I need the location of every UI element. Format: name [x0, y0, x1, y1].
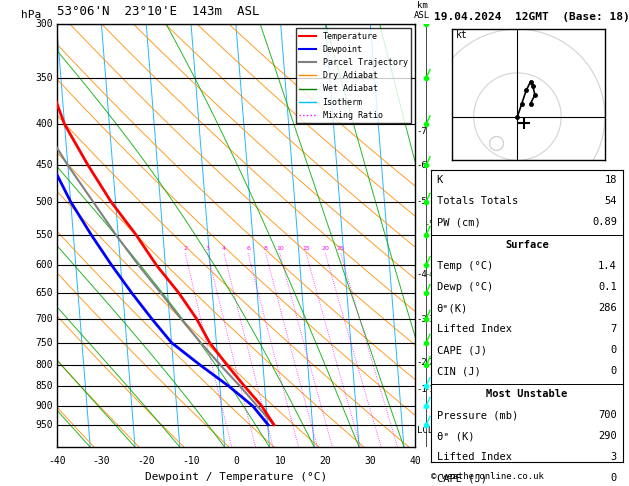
Text: 750: 750 — [35, 338, 53, 347]
Text: 3: 3 — [611, 452, 617, 463]
Text: 0: 0 — [233, 455, 239, 466]
Text: -4: -4 — [424, 270, 434, 279]
Text: 950: 950 — [35, 420, 53, 430]
Text: Pressure (mb): Pressure (mb) — [437, 411, 518, 420]
Text: 30: 30 — [364, 455, 376, 466]
Text: PW (cm): PW (cm) — [437, 217, 481, 227]
Text: -2: -2 — [417, 358, 428, 367]
Text: © weatheronline.co.uk: © weatheronline.co.uk — [431, 472, 543, 481]
Text: -1: -1 — [424, 385, 434, 394]
Text: 850: 850 — [35, 381, 53, 391]
Text: 20: 20 — [321, 246, 330, 251]
Text: CIN (J): CIN (J) — [437, 366, 481, 376]
Text: LCL: LCL — [417, 426, 433, 435]
Text: hPa: hPa — [21, 10, 42, 20]
Text: 3: 3 — [206, 246, 209, 251]
Text: 0: 0 — [611, 346, 617, 355]
Text: -40: -40 — [48, 455, 65, 466]
Text: -4: -4 — [417, 270, 428, 279]
Text: 700: 700 — [598, 411, 617, 420]
Text: 4: 4 — [222, 246, 226, 251]
Text: Dewp (°C): Dewp (°C) — [437, 282, 493, 293]
Text: 290: 290 — [598, 432, 617, 441]
Text: Most Unstable: Most Unstable — [486, 389, 567, 399]
Text: 0.1: 0.1 — [598, 282, 617, 293]
Text: CAPE (J): CAPE (J) — [437, 346, 487, 355]
Text: 19.04.2024  12GMT  (Base: 18): 19.04.2024 12GMT (Base: 18) — [433, 12, 629, 22]
Text: 0.89: 0.89 — [592, 217, 617, 227]
Text: 54: 54 — [604, 196, 617, 206]
Text: Lifted Index: Lifted Index — [437, 452, 511, 463]
Text: 0: 0 — [611, 473, 617, 484]
Text: -6: -6 — [417, 161, 428, 170]
Text: Lifted Index: Lifted Index — [437, 324, 511, 334]
Text: -10: -10 — [182, 455, 200, 466]
Text: -5: -5 — [424, 220, 434, 229]
Text: 40: 40 — [409, 455, 421, 466]
Text: 18: 18 — [604, 175, 617, 185]
Text: 8: 8 — [264, 246, 268, 251]
Text: -3: -3 — [424, 315, 434, 324]
Text: θᵉ(K): θᵉ(K) — [437, 303, 468, 313]
Text: 25: 25 — [337, 246, 345, 251]
Text: 550: 550 — [35, 230, 53, 240]
Text: 15: 15 — [302, 246, 310, 251]
Text: 0: 0 — [611, 366, 617, 376]
Text: 400: 400 — [35, 119, 53, 129]
Text: -7: -7 — [417, 127, 428, 136]
Text: Surface: Surface — [505, 241, 548, 250]
Text: -2: -2 — [424, 358, 434, 367]
Text: 6: 6 — [246, 246, 250, 251]
Text: 300: 300 — [35, 19, 53, 29]
Text: 20: 20 — [320, 455, 331, 466]
Text: kt: kt — [456, 30, 468, 40]
Text: 600: 600 — [35, 260, 53, 270]
Text: 1.4: 1.4 — [598, 261, 617, 271]
Text: -3: -3 — [417, 315, 428, 324]
Text: 450: 450 — [35, 160, 53, 170]
Text: 53°06'N  23°10'E  143m  ASL: 53°06'N 23°10'E 143m ASL — [57, 5, 259, 18]
Text: km
ASL: km ASL — [415, 0, 430, 20]
Text: 900: 900 — [35, 401, 53, 411]
Text: 10: 10 — [276, 246, 284, 251]
Text: -1: -1 — [417, 385, 428, 394]
Text: -20: -20 — [137, 455, 155, 466]
Text: Temp (°C): Temp (°C) — [437, 261, 493, 271]
Text: 500: 500 — [35, 197, 53, 207]
Text: 700: 700 — [35, 313, 53, 324]
Text: 350: 350 — [35, 73, 53, 83]
Text: 650: 650 — [35, 288, 53, 298]
Text: Dewpoint / Temperature (°C): Dewpoint / Temperature (°C) — [145, 472, 327, 483]
Text: 7: 7 — [611, 324, 617, 334]
Text: 800: 800 — [35, 360, 53, 370]
Text: CAPE (J): CAPE (J) — [437, 473, 487, 484]
Text: -30: -30 — [92, 455, 110, 466]
Legend: Temperature, Dewpoint, Parcel Trajectory, Dry Adiabat, Wet Adiabat, Isotherm, Mi: Temperature, Dewpoint, Parcel Trajectory… — [296, 29, 411, 123]
Text: -5: -5 — [417, 197, 428, 206]
Text: θᵉ (K): θᵉ (K) — [437, 432, 474, 441]
Text: Mixing Ratio (g/kg): Mixing Ratio (g/kg) — [434, 185, 443, 287]
Text: Totals Totals: Totals Totals — [437, 196, 518, 206]
Text: 286: 286 — [598, 303, 617, 313]
Text: K: K — [437, 175, 443, 185]
Text: 10: 10 — [275, 455, 287, 466]
Text: 2: 2 — [183, 246, 187, 251]
